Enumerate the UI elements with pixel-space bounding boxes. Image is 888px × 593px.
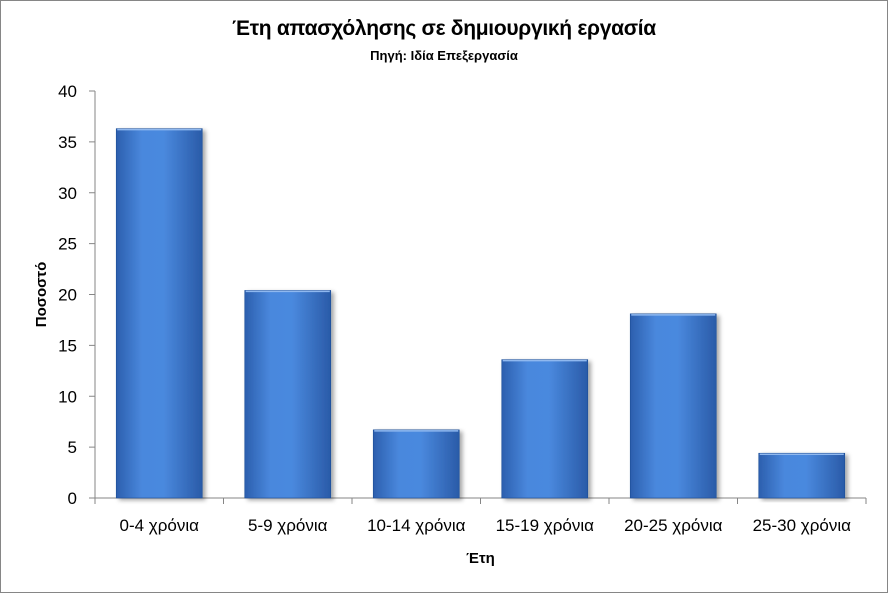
x-tick-label: 0-4 χρόνια — [120, 516, 200, 535]
y-tick-label: 10 — [58, 387, 77, 406]
y-tick-label: 25 — [58, 235, 77, 254]
x-tick-label: 15-19 χρόνια — [496, 516, 595, 535]
x-axis-title: Έτη — [466, 550, 495, 567]
y-tick-label: 15 — [58, 336, 77, 355]
bar-4 — [501, 359, 589, 499]
y-tick-label: 30 — [58, 184, 77, 203]
bar-6 — [758, 452, 846, 499]
y-tick-label: 20 — [58, 286, 77, 305]
chart-title: Έτη απασχόλησης σε δημιουργική εργασία — [232, 17, 656, 40]
x-tick-label: 20-25 χρόνια — [624, 516, 723, 535]
bar-3 — [372, 429, 460, 499]
x-tick-label: 25-30 χρόνια — [753, 516, 852, 535]
x-tick-label: 10-14 χρόνια — [367, 516, 466, 535]
y-tick-label: 40 — [58, 82, 77, 101]
y-axis-title: Ποσοστό — [33, 262, 50, 328]
bar-5 — [629, 313, 717, 499]
y-tick-label: 35 — [58, 133, 77, 152]
y-tick-label: 5 — [68, 438, 77, 457]
x-tick-label: 5-9 χρόνια — [248, 516, 328, 535]
bar-2 — [244, 290, 332, 499]
chart-subtitle: Πηγή: Ιδία Επεξεργασία — [370, 48, 518, 63]
y-tick-label: 0 — [68, 489, 77, 508]
bar-1 — [115, 128, 203, 499]
